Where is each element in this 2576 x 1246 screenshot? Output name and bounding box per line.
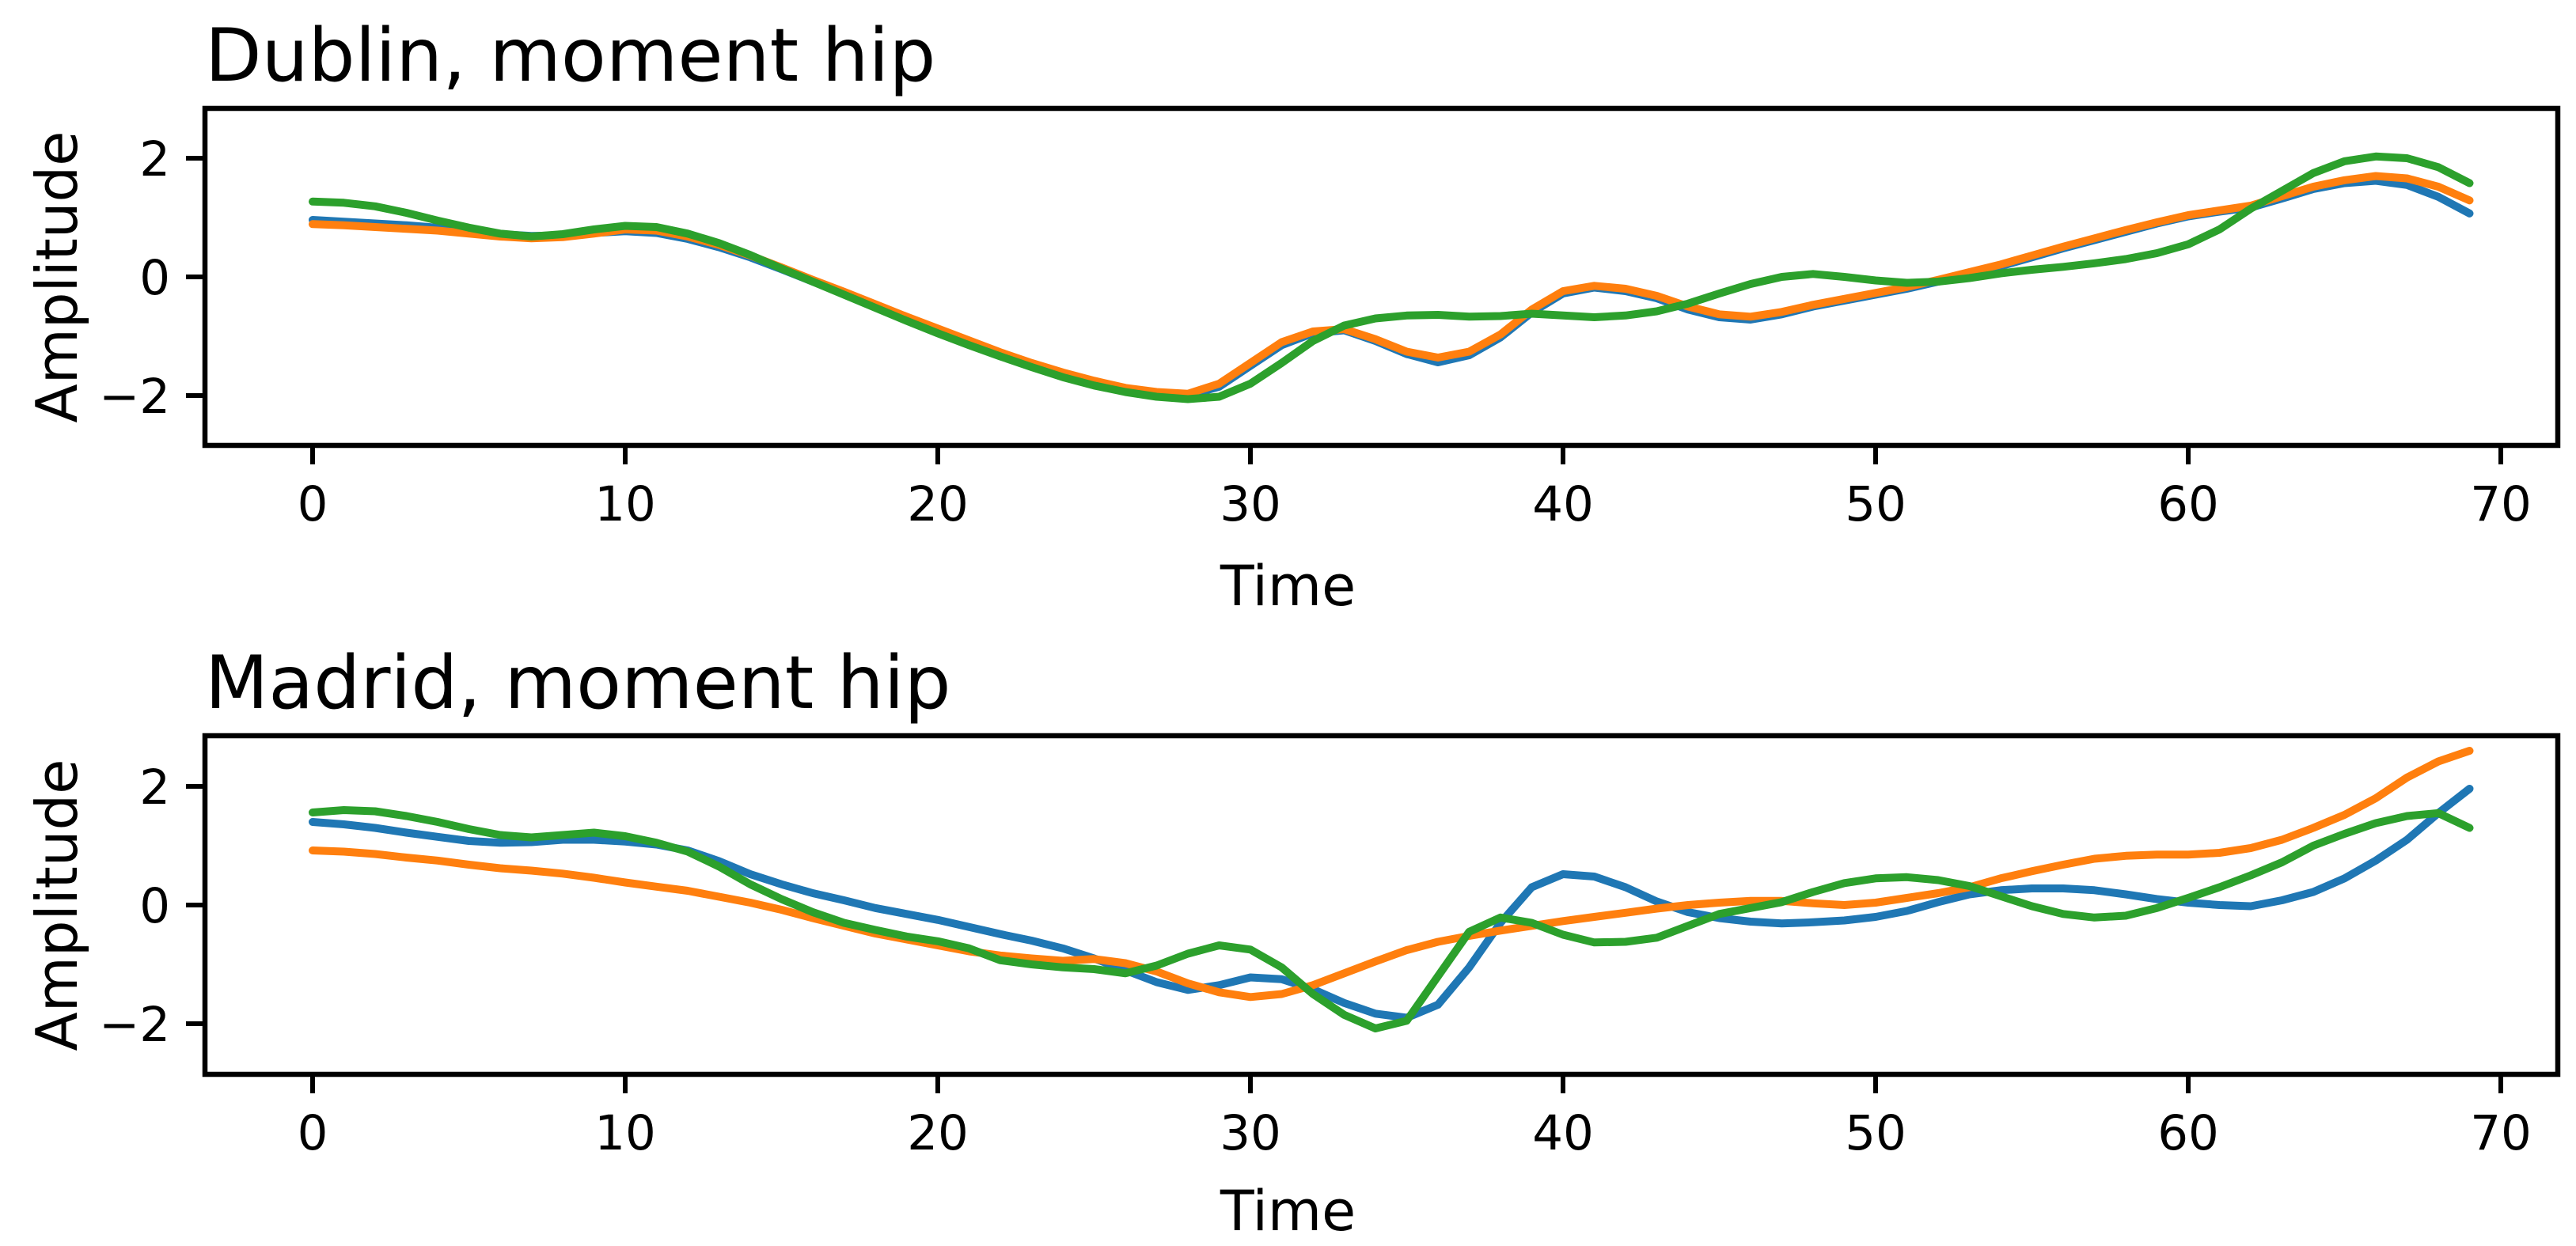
y-tick-label: 0 xyxy=(139,250,170,306)
series-line-sample-3 xyxy=(309,152,2474,403)
x-axis-label-dublin: Time xyxy=(1220,554,1356,619)
x-tick-label: 20 xyxy=(907,476,969,532)
x-tick-label: 50 xyxy=(1845,476,1906,532)
x-tick-label: 30 xyxy=(1220,476,1281,532)
x-tick-label: 0 xyxy=(298,1105,328,1161)
y-tick-label: −2 xyxy=(99,369,170,425)
x-tick-label: 0 xyxy=(298,476,328,532)
y-tick-label: −2 xyxy=(99,997,170,1053)
x-tick-label: 40 xyxy=(1532,1105,1594,1161)
series-line-sample-3 xyxy=(309,806,2474,1032)
series-line-sample-2 xyxy=(309,747,2474,1002)
x-tick-label: 50 xyxy=(1845,1105,1906,1161)
y-tick-label: 2 xyxy=(139,131,170,187)
x-tick-label: 30 xyxy=(1220,1105,1281,1161)
x-tick-label: 60 xyxy=(2157,476,2219,532)
chart-title-dublin: Dublin, moment hip xyxy=(205,13,936,98)
x-tick-label: 60 xyxy=(2157,1105,2219,1161)
series-line-sample-1 xyxy=(309,785,2474,1022)
x-tick-label: 10 xyxy=(594,1105,656,1161)
x-tick-label: 10 xyxy=(594,476,656,532)
y-tick-label: 0 xyxy=(139,878,170,934)
chart-title-madrid: Madrid, moment hip xyxy=(205,640,951,725)
x-tick-label: 20 xyxy=(907,1105,969,1161)
x-axis-label-madrid: Time xyxy=(1220,1179,1356,1244)
x-tick-label: 70 xyxy=(2470,476,2532,532)
y-tick-label: 2 xyxy=(139,759,170,816)
x-tick-label: 70 xyxy=(2470,1105,2532,1161)
x-tick-label: 40 xyxy=(1532,476,1594,532)
